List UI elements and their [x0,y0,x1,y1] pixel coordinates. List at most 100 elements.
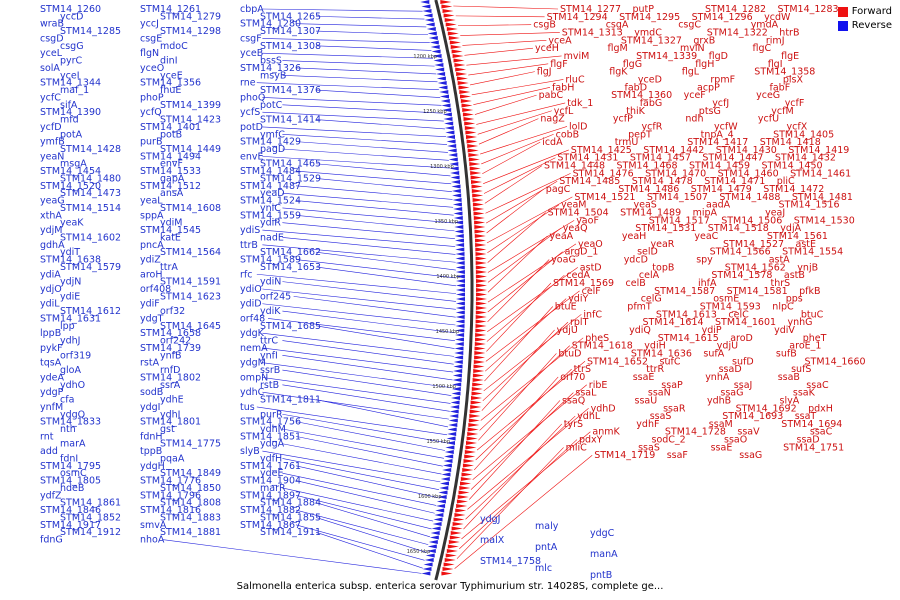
gene-label-forward: pfkB [799,286,820,297]
gene-label-forward: ssaV [737,427,760,438]
gene-arrow-reverse [452,378,462,382]
gene-arrow-forward [474,234,486,238]
gene-label-forward: pdxH [808,403,833,414]
gene-label-forward: STM14_1419 [788,145,849,156]
gene-label-reverse: STM14_1480 [60,173,121,184]
gene-label-reverse: STM14_1520 [40,181,101,192]
gene-arrow-reverse [438,85,448,90]
gene-label-forward: STM14_1593 [700,301,761,312]
gene-label-reverse: ydiE [60,291,80,302]
leader-line-reverse [262,126,447,138]
gene-label-forward: STM14_1430 [716,145,777,156]
gene-label-forward: ssaS [650,411,672,422]
gene-label-forward: fabD [625,82,648,93]
leader-line-forward [455,15,545,18]
leader-line-reverse [282,104,443,114]
gene-arrow-forward [468,418,480,423]
gene-label-forward: yceD [638,74,662,85]
gene-label-reverse: ydgP [40,387,64,398]
leader-line-forward [483,157,556,194]
gene-arrow-reverse [455,337,464,342]
gene-label-forward: STM14_1587 [654,286,715,297]
leader-line-forward [467,408,589,510]
gene-label-reverse: STM14_1802 [140,372,201,383]
gene-arrow-forward [466,441,477,445]
gene-label-reverse: STM14_1855 [260,512,321,523]
gene-arrow-forward [463,117,475,121]
gene-arrow-forward [462,463,474,468]
gene-label-reverse: ttrB [240,240,258,251]
gene-arrow-reverse [456,297,465,301]
gene-label-reverse: STM14_1261 [140,4,201,15]
gene-arrow-forward [475,315,487,319]
leader-line-forward [473,376,559,471]
gene-label-reverse: orf32 [160,306,185,317]
leader-line-reverse [295,200,454,216]
gene-label-forward: STM14_1693 [722,411,783,422]
leader-line-forward [485,298,567,372]
gene-label-forward: csgC [678,20,701,31]
gene-label-forward: ycfL [554,106,574,117]
gene-label-forward: STM14_1561 [767,231,828,242]
gene-label-reverse: ydjN [60,277,81,288]
gene-label-forward: ssaD [797,435,820,446]
map-caption: Salmonella enterica subsp. enterica sero… [237,581,664,592]
gene-label-forward: STM14_1485 [559,176,620,187]
gene-label-forward: ycfR [642,121,663,132]
gene-label-forward: ynhA [705,372,730,383]
gene-arrow-reverse [445,130,455,135]
gene-arrow-forward [474,229,486,234]
gene-label-forward: STM14_1450 [762,161,823,172]
gene-arrow-reverse [442,112,452,117]
gene-label-forward: STM14_1296 [692,12,753,23]
gene-arrow-forward [461,103,473,108]
gene-label-forward: pheS [585,333,609,344]
gene-arrow-forward [475,261,487,265]
leader-line-reverse [282,237,456,255]
gene-arrow-reverse [455,261,465,265]
leader-line-forward [485,173,571,214]
gene-label-reverse: sifA [60,100,78,111]
gene-arrow-forward [459,90,471,94]
gene-label-forward: plsX [783,74,804,85]
gene-label-forward: STM14_1478 [632,176,693,187]
gene-label-forward: STM14_1521 [574,192,635,203]
gene-label-reverse: envF [160,159,183,170]
gene-arrow-forward [464,450,476,454]
gene-arrow-forward [448,540,460,544]
gene-label-forward: aroD [730,333,753,344]
gene-label-reverse: dinI [160,56,178,67]
gene-label-reverse: ydgH [140,461,165,472]
gene-arrow-reverse [443,459,453,463]
leader-line-reverse [262,38,430,43]
leader-line-reverse [262,288,456,310]
gene-arrow-reverse [450,405,460,409]
gene-arrow-forward [475,337,486,342]
gene-arrow-reverse [431,526,441,531]
leader-line-reverse [282,133,448,145]
gene-arrow-reverse [455,333,465,337]
leader-line-reverse [282,413,447,443]
gene-arrow-reverse [450,400,460,405]
gene-arrow-forward [475,247,487,252]
gene-label-reverse: hdeB [60,483,84,494]
gene-arrow-forward [468,423,480,427]
gene-arrow-reverse [446,441,455,445]
gene-label-forward: STM14_1578 [711,270,772,281]
gene-arrow-forward [441,4,453,9]
gene-label-reverse: STM14_1881 [160,527,221,538]
leader-line-reverse [315,178,452,192]
gene-arrow-reverse [454,355,464,360]
gene-label-forward: ycfU [758,114,779,125]
gene-label-forward: STM14_1358 [754,67,815,78]
gene-arrow-reverse [454,351,464,355]
gene-label-forward: STM14_1554 [782,247,843,258]
leader-line-reverse [262,111,444,122]
leader-line-reverse [282,384,450,412]
gene-label-reverse: nemA [240,343,268,354]
gene-arrow-reverse [443,117,453,121]
gene-label-forward: STM14_1322 [707,27,768,38]
gene-label-forward: STM14_1277 [560,4,621,15]
gene-label-reverse: STM14_1279 [160,11,221,22]
gene-label-forward: acpP [697,82,720,93]
